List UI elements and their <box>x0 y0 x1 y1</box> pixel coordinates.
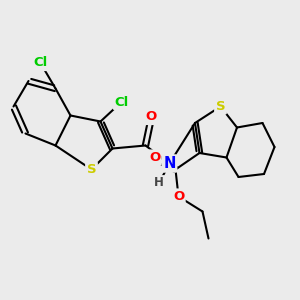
Text: H: H <box>154 176 164 190</box>
Text: O: O <box>146 110 157 124</box>
Text: S: S <box>216 100 225 113</box>
Text: O: O <box>149 151 160 164</box>
Text: Cl: Cl <box>114 95 129 109</box>
Text: S: S <box>87 163 96 176</box>
Text: N: N <box>163 156 176 171</box>
Text: O: O <box>173 190 184 203</box>
Text: Cl: Cl <box>33 56 48 70</box>
